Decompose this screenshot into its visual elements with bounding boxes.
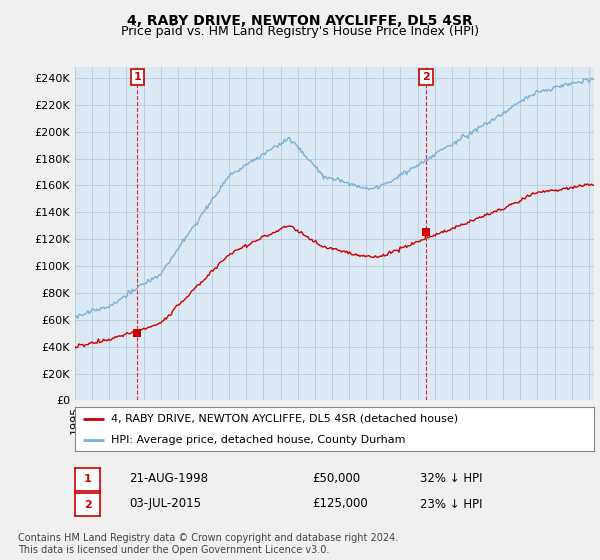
Text: 1: 1 [133,72,141,82]
Text: 1: 1 [84,474,91,484]
Text: 4, RABY DRIVE, NEWTON AYCLIFFE, DL5 4SR: 4, RABY DRIVE, NEWTON AYCLIFFE, DL5 4SR [127,14,473,28]
Text: 21-AUG-1998: 21-AUG-1998 [129,472,208,486]
Text: 23% ↓ HPI: 23% ↓ HPI [420,497,482,511]
Text: Price paid vs. HM Land Registry's House Price Index (HPI): Price paid vs. HM Land Registry's House … [121,25,479,38]
Text: £125,000: £125,000 [312,497,368,511]
Text: £50,000: £50,000 [312,472,360,486]
Text: 03-JUL-2015: 03-JUL-2015 [129,497,201,511]
Text: Contains HM Land Registry data © Crown copyright and database right 2024.
This d: Contains HM Land Registry data © Crown c… [18,533,398,555]
Text: 2: 2 [422,72,430,82]
Text: 32% ↓ HPI: 32% ↓ HPI [420,472,482,486]
Text: 2: 2 [84,500,91,510]
Text: HPI: Average price, detached house, County Durham: HPI: Average price, detached house, Coun… [112,435,406,445]
Text: 4, RABY DRIVE, NEWTON AYCLIFFE, DL5 4SR (detached house): 4, RABY DRIVE, NEWTON AYCLIFFE, DL5 4SR … [112,414,458,424]
